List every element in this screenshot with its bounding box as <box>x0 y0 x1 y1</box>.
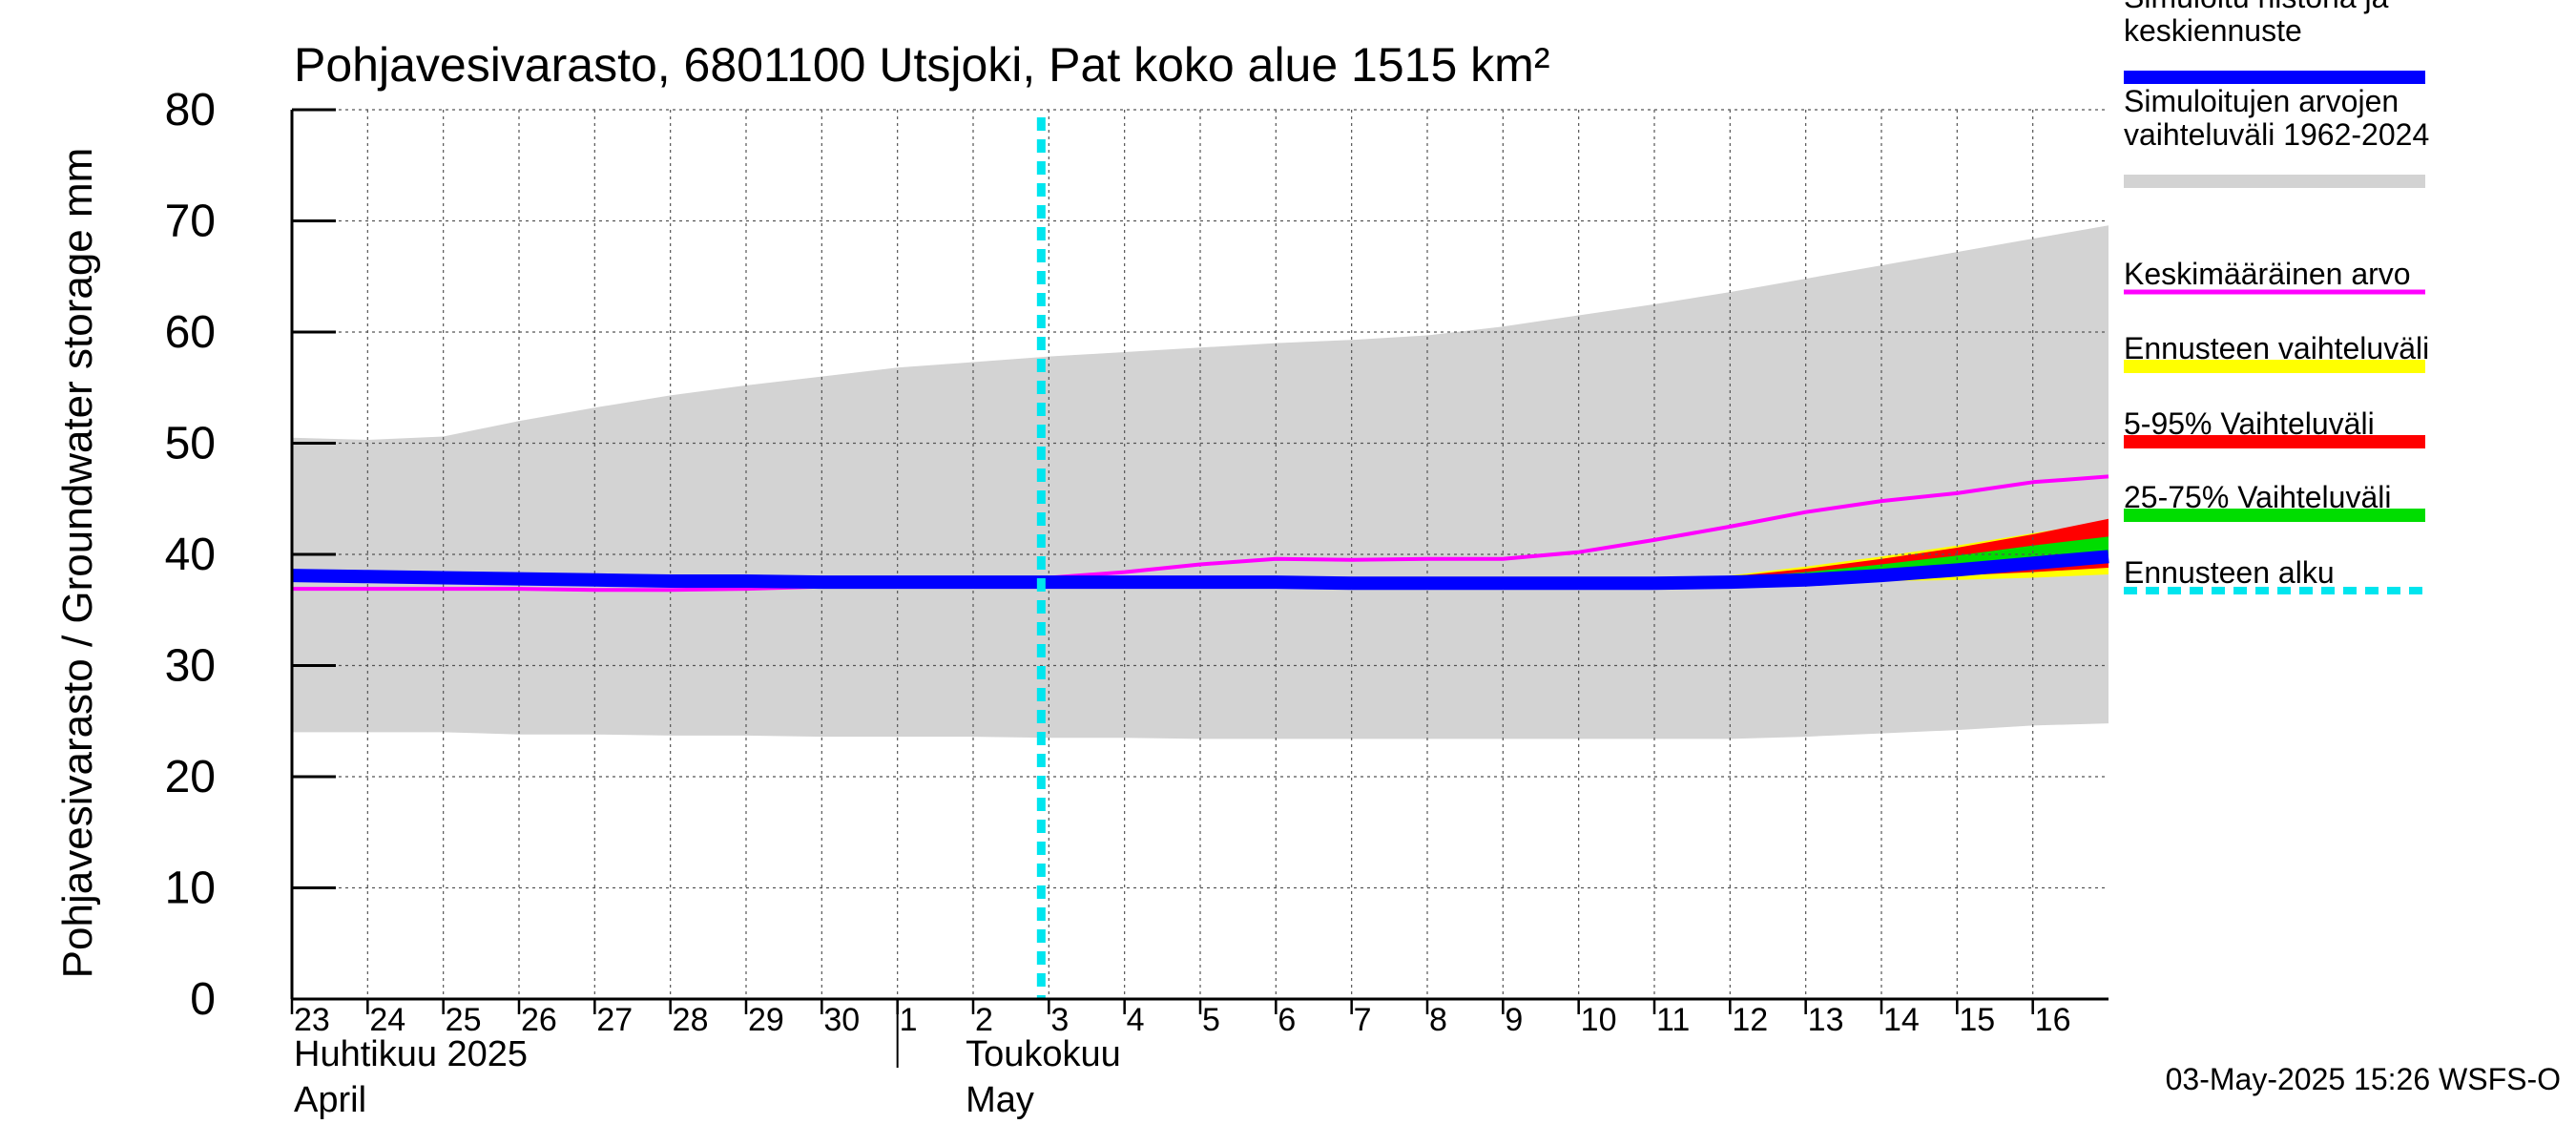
x-tick-label: 28 <box>673 1002 709 1038</box>
y-tick-label: 40 <box>165 530 216 580</box>
legend-label-line: Simuloitu historia ja <box>2124 0 2389 14</box>
x-tick-label: 15 <box>1959 1002 1995 1038</box>
x-tick-label: 25 <box>446 1002 482 1038</box>
x-tick-label: 12 <box>1732 1002 1768 1038</box>
x-tick-label: 24 <box>369 1002 405 1038</box>
x-tick-label: 29 <box>748 1002 784 1038</box>
legend-label: Simuloitujen arvojen vaihteluväli 1962-20… <box>2124 84 2429 152</box>
legend-label: Ennusteen alku <box>2124 555 2335 590</box>
x-tick-label: 11 <box>1656 1002 1690 1038</box>
x-tick-label: 1 <box>900 1002 918 1038</box>
x-tick-label: 26 <box>521 1002 557 1038</box>
y-tick-label: 30 <box>165 641 216 692</box>
x-tick-label: 10 <box>1581 1002 1617 1038</box>
x-tick-label: 30 <box>823 1002 860 1038</box>
y-tick-label: 0 <box>190 974 216 1025</box>
legend-label-line: Simuloitujen arvojen <box>2124 84 2399 118</box>
x-tick-label: 27 <box>596 1002 633 1038</box>
x-tick-label: 9 <box>1505 1002 1523 1038</box>
month-label-en: May <box>966 1080 1034 1120</box>
x-tick-label: 8 <box>1429 1002 1447 1038</box>
legend: Simuloitu historia jakeskiennusteSimuloi… <box>2124 0 2429 594</box>
x-tick-label: 2 <box>975 1002 993 1038</box>
series-band-2 <box>1049 518 2109 585</box>
month-label-fi: Toukokuu <box>966 1034 1121 1074</box>
legend-label-line: vaihteluväli 1962-2024 <box>2124 117 2429 152</box>
month-label-fi: Huhtikuu 2025 <box>294 1034 528 1074</box>
legend-label: Keskimääräinen arvo <box>2124 257 2411 291</box>
timestamp: 03-May-2025 15:26 WSFS-O <box>2166 1062 2561 1096</box>
legend-label: Simuloitu historia jakeskiennuste <box>2124 0 2389 48</box>
series-band-0 <box>292 225 2109 739</box>
y-axis-label: Pohjavesivarasto / Groundwater storage m… <box>54 148 101 979</box>
chart-title: Pohjavesivarasto, 6801100 Utsjoki, Pat k… <box>294 38 1549 92</box>
x-tick-label: 16 <box>2035 1002 2071 1038</box>
x-tick-label: 3 <box>1050 1002 1069 1038</box>
x-tick-label: 13 <box>1808 1002 1844 1038</box>
x-tick-label: 6 <box>1278 1002 1296 1038</box>
x-tick-label: 4 <box>1127 1002 1145 1038</box>
y-tick-label: 60 <box>165 307 216 358</box>
y-tick-label: 20 <box>165 752 216 802</box>
x-tick-label: 14 <box>1883 1002 1920 1038</box>
y-tick-label: 80 <box>165 85 216 135</box>
series-line-4 <box>292 474 2109 593</box>
x-tick-label: 5 <box>1202 1002 1220 1038</box>
y-tick-label: 70 <box>165 197 216 247</box>
x-tick-label: 23 <box>294 1002 330 1038</box>
y-tick-label: 10 <box>165 864 216 914</box>
series-line-5 <box>291 550 2109 591</box>
y-tick-label: 50 <box>165 419 216 469</box>
month-label-en: April <box>294 1080 366 1120</box>
x-tick-label: 7 <box>1354 1002 1372 1038</box>
legend-label-line: keskiennuste <box>2124 13 2302 48</box>
